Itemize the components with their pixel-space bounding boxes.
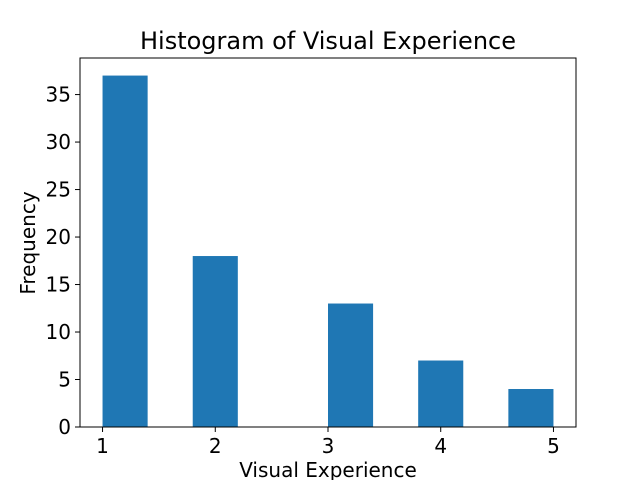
y-tick-label: 35 [46, 83, 71, 107]
bars [102, 75, 554, 428]
x-axis-label: Visual Experience [239, 458, 417, 480]
x-tick-label: 1 [96, 434, 109, 458]
y-tick-label: 5 [58, 368, 71, 392]
y-tick-label: 15 [46, 273, 71, 297]
y-axis-label: Frequency [16, 191, 40, 294]
y-tick-label: 0 [58, 415, 71, 439]
y-tick-label: 30 [46, 130, 71, 154]
bar-bin-2 [192, 256, 238, 427]
y-tick-label: 10 [46, 320, 71, 344]
x-tick-label: 5 [547, 434, 560, 458]
bar-bin-9 [508, 389, 554, 427]
bar-bin-5 [328, 303, 374, 427]
x-tick-label: 2 [209, 434, 222, 458]
y-tick-label: 20 [46, 225, 71, 249]
x-tick-label: 4 [434, 434, 447, 458]
plot-frame [79, 57, 577, 428]
chart-title: Histogram of Visual Experience [140, 27, 516, 55]
bar-bin-7 [418, 360, 464, 427]
y-tick-label: 25 [46, 178, 71, 202]
bar-bin-0 [102, 75, 148, 428]
x-tick-label: 3 [322, 434, 335, 458]
x-axis-ticks: 1 2 3 4 5 [96, 427, 560, 458]
y-axis-ticks: 0 5 10 15 20 25 30 35 [46, 83, 80, 439]
